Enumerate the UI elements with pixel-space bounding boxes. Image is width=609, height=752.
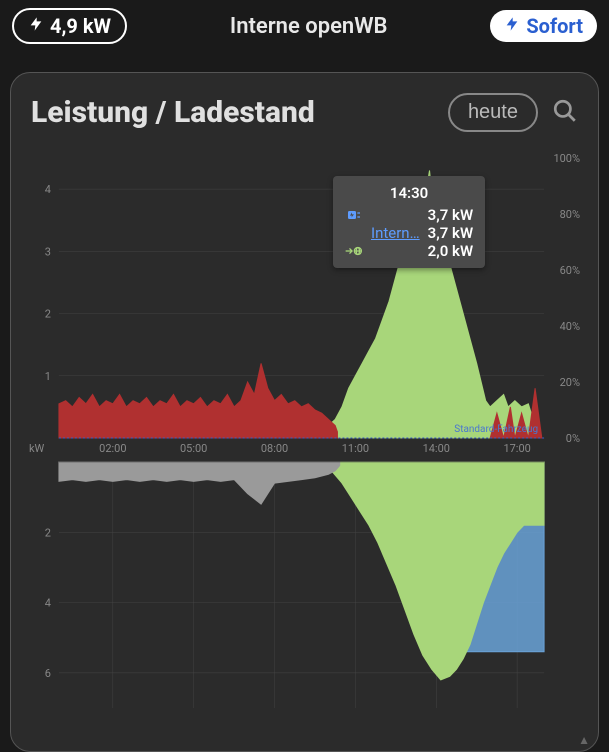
charge-icon xyxy=(345,207,363,223)
svg-text:05:00: 05:00 xyxy=(180,442,207,455)
globe-arrow-icon xyxy=(345,244,363,258)
chart-card: Leistung / Ladestand heute 12340%20%40%6… xyxy=(10,72,599,752)
svg-text:2: 2 xyxy=(45,526,51,539)
scroll-indicator-icon: ▲ xyxy=(578,733,590,747)
svg-text:02:00: 02:00 xyxy=(99,442,126,455)
topbar: 4,9 kW Interne openWB Sofort xyxy=(0,0,609,52)
svg-text:0%: 0% xyxy=(566,432,580,445)
svg-text:Standard-Fahrzeug: Standard-Fahrzeug xyxy=(454,424,538,435)
svg-text:4: 4 xyxy=(45,183,51,196)
power-badge[interactable]: 4,9 kW xyxy=(12,8,127,44)
tooltip-time: 14:30 xyxy=(345,184,473,202)
page-title: Interne openWB xyxy=(230,14,388,39)
svg-text:60%: 60% xyxy=(560,264,580,277)
svg-text:2: 2 xyxy=(45,308,51,321)
card-header: Leistung / Ladestand heute xyxy=(25,93,584,152)
svg-text:1: 1 xyxy=(45,370,51,383)
sofort-badge[interactable]: Sofort xyxy=(490,10,597,42)
svg-text:80%: 80% xyxy=(560,208,580,221)
svg-text:6: 6 xyxy=(45,667,51,680)
tooltip-row-1: 3,7 kW xyxy=(345,206,473,224)
svg-text:20%: 20% xyxy=(560,376,580,389)
chart-tooltip: 14:30 3,7 kW Intern… 3,7 kW 2,0 kW xyxy=(333,176,485,268)
tooltip-link[interactable]: Intern… xyxy=(371,224,420,242)
svg-text:17:00: 17:00 xyxy=(503,442,530,455)
bolt-icon xyxy=(504,14,520,38)
svg-text:kW: kW xyxy=(29,442,45,455)
tooltip-val-2: 3,7 kW xyxy=(428,224,473,242)
tooltip-row-3: 2,0 kW xyxy=(345,242,473,260)
tooltip-row-2: Intern… 3,7 kW xyxy=(345,224,473,242)
svg-text:3: 3 xyxy=(45,245,51,258)
search-icon[interactable] xyxy=(552,98,578,128)
bolt-icon xyxy=(28,14,44,38)
chart-area: 12340%20%40%60%80%100%kW02:0005:0008:001… xyxy=(25,152,584,712)
tooltip-val-1: 3,7 kW xyxy=(428,206,473,224)
svg-text:40%: 40% xyxy=(560,320,580,333)
chart-svg: 12340%20%40%60%80%100%kW02:0005:0008:001… xyxy=(25,152,584,712)
range-button[interactable]: heute xyxy=(448,93,538,132)
power-value: 4,9 kW xyxy=(50,14,111,38)
sofort-label: Sofort xyxy=(526,14,583,38)
svg-text:14:00: 14:00 xyxy=(423,442,450,455)
svg-text:100%: 100% xyxy=(553,152,580,165)
svg-text:08:00: 08:00 xyxy=(261,442,288,455)
card-title: Leistung / Ladestand xyxy=(31,95,434,130)
svg-text:4: 4 xyxy=(45,597,51,610)
tooltip-val-3: 2,0 kW xyxy=(428,242,473,260)
svg-text:11:00: 11:00 xyxy=(342,442,369,455)
